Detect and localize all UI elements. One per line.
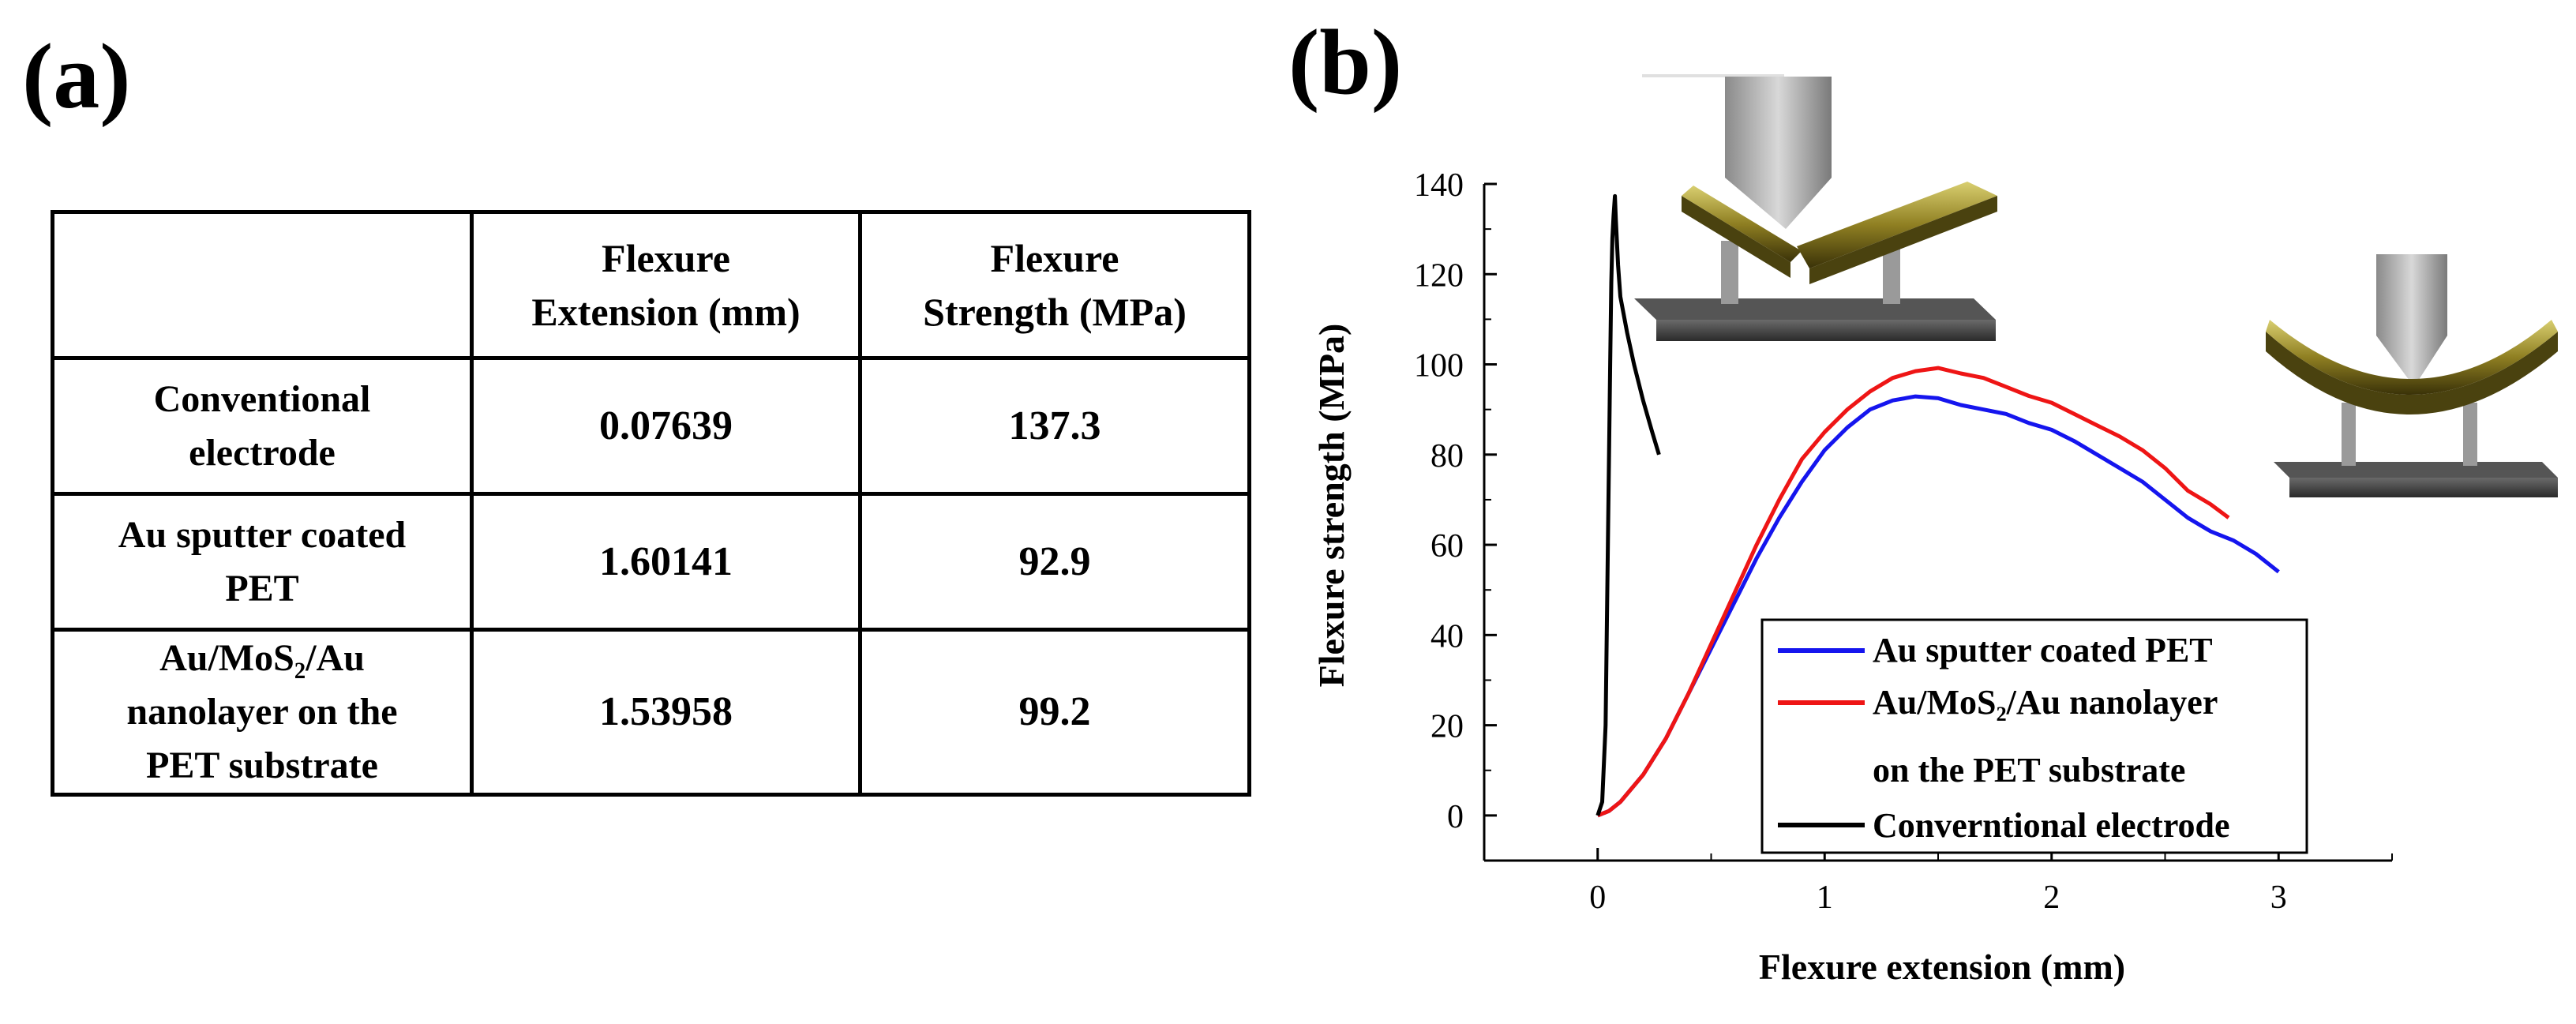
specimen-right-edge [1809, 196, 1997, 284]
legend-box [1760, 618, 2308, 854]
series-line-2 [1595, 193, 1661, 816]
header-line: Flexure [602, 236, 730, 280]
y-tick-label: 80 [1430, 438, 1464, 474]
support-base-side [2289, 478, 2558, 497]
support-base-top [1634, 298, 1996, 320]
legend-label-0: Au sputter coated PET [1873, 631, 2213, 670]
row-label-line: nanolayer on the [126, 691, 398, 733]
y-tick-label: 120 [1414, 257, 1464, 294]
legend-label-1: Au/MoS₂/Au nanolayer [1873, 683, 2218, 722]
broken-specimen-illustration [1634, 74, 1997, 341]
specimen-right-half [1797, 182, 1997, 268]
x-axis-label: Flexure extension (mm) [1759, 947, 2125, 987]
y-tick-label: 40 [1430, 618, 1464, 655]
table-row: Au/MoS₂/Au nanolayer on the PET substrat… [51, 628, 1251, 797]
row-label-line: PET [225, 567, 299, 610]
y-tick-label: 140 [1414, 167, 1464, 204]
bent-specimen-illustration [2266, 254, 2558, 497]
support-pin-left [1721, 241, 1738, 304]
chart-legend: Au sputter coated PET Au/MoS₂/Au nanolaye… [1760, 618, 2308, 854]
panel-b-label: (b) [1288, 10, 1403, 114]
extension-value: 1.53958 [470, 628, 862, 797]
y-tick-label: 60 [1430, 528, 1464, 565]
probe-tip [1725, 77, 1832, 229]
header-line: Strength (MPa) [923, 290, 1187, 334]
x-tick-label: 2 [2043, 880, 2060, 916]
row-label-conventional: Conventional electrode [51, 356, 474, 496]
legend-label-1: on the PET substrate [1873, 751, 2185, 790]
x-tick-label: 0 [1589, 880, 1606, 916]
support-pin-right [1883, 241, 1900, 304]
y-tick-label: 100 [1414, 348, 1464, 384]
specimen-left-edge [1682, 196, 1790, 278]
x-tick-label: 3 [2270, 880, 2287, 916]
row-label-line: Conventional [153, 377, 371, 420]
support-base-side [1656, 320, 1996, 341]
table-header-extension: Flexure Extension (mm) [470, 210, 862, 360]
table-row: Conventional electrode 0.07639 137.3 [51, 356, 1251, 496]
legend-label-2: Converntional electrode [1873, 806, 2230, 845]
series-line-1 [1596, 366, 2230, 818]
bent-specimen-surface [2266, 320, 2558, 395]
panel-a-label: (a) [22, 24, 131, 128]
extension-value: 0.07639 [470, 356, 862, 496]
chart-series [1595, 193, 2280, 818]
row-label-line: PET substrate [146, 745, 378, 786]
probe-tip [2376, 254, 2447, 387]
support-pin-right [2463, 403, 2477, 466]
extension-value: 1.60141 [470, 492, 862, 632]
support-base-top [2274, 462, 2558, 478]
row-label-line: Au/MoS₂/Au [159, 637, 365, 679]
y-tick-label: 0 [1447, 799, 1464, 835]
table-header-empty [51, 210, 474, 360]
properties-table: Flexure Extension (mm) Flexure Strength … [51, 210, 1251, 797]
strength-value: 137.3 [858, 356, 1251, 496]
table-header-row: Flexure Extension (mm) Flexure Strength … [51, 210, 1251, 360]
strength-value: 92.9 [858, 492, 1251, 632]
row-label-line: electrode [189, 431, 336, 474]
x-tick-label: 1 [1817, 880, 1833, 916]
row-label-au-pet: Au sputter coated PET [51, 492, 474, 632]
bent-specimen-edge [2266, 332, 2558, 414]
header-line: Extension (mm) [531, 290, 801, 334]
chart-axes: 0 20 40 60 80 100 120 140 0 1 2 3 [1414, 167, 2393, 916]
specimen-left-half [1682, 186, 1802, 262]
header-line: Flexure [990, 236, 1119, 280]
y-axis-label: Flexure strength (MPa) [1311, 324, 1352, 688]
row-label-line: Au sputter coated [118, 513, 407, 556]
illustration-edge [1642, 74, 1784, 77]
table-header-strength: Flexure Strength (MPa) [858, 210, 1251, 360]
table-row: Au sputter coated PET 1.60141 92.9 [51, 492, 1251, 632]
strength-value: 99.2 [858, 628, 1251, 797]
support-pin-left [2342, 403, 2356, 466]
y-tick-label: 20 [1430, 709, 1464, 745]
row-label-nanolayer: Au/MoS₂/Au nanolayer on the PET substrat… [51, 628, 474, 797]
